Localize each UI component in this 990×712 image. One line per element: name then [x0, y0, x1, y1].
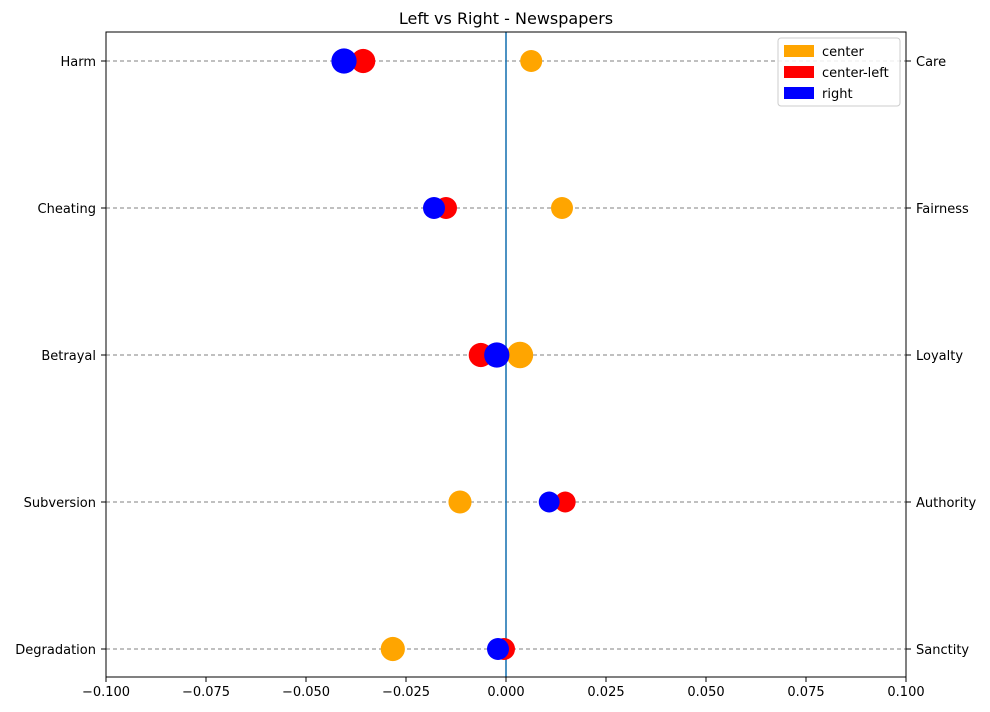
- y-tick-label-left: Harm: [60, 55, 96, 70]
- legend-swatch-right: [784, 87, 814, 99]
- y-tick-label-right: Sanctity: [916, 643, 969, 658]
- x-tick-label: −0.050: [282, 685, 330, 700]
- data-point-center: [380, 636, 405, 662]
- legend-swatch-center-left: [784, 66, 814, 78]
- chart-title: Left vs Right - Newspapers: [399, 9, 613, 28]
- y-tick-label-right: Loyalty: [916, 349, 963, 364]
- data-point-center-left: [351, 48, 376, 74]
- x-tick-label: 0.100: [887, 685, 924, 700]
- data-point-right: [538, 491, 560, 513]
- y-tick-label-left: Cheating: [38, 202, 96, 217]
- legend-swatch-center: [784, 45, 814, 57]
- legend-label-right: right: [822, 87, 853, 102]
- legend-label-center: center: [822, 45, 864, 60]
- x-tick-label: −0.075: [182, 685, 230, 700]
- y-tick-label-right: Fairness: [916, 202, 969, 217]
- x-tick-label: −0.100: [82, 685, 130, 700]
- data-point-center: [448, 490, 472, 514]
- data-point-center: [551, 197, 573, 219]
- legend-label-center-left: center-left: [822, 66, 889, 81]
- x-tick-label: 0.025: [587, 685, 624, 700]
- data-point-right: [331, 48, 357, 74]
- x-tick-label: 0.000: [487, 685, 524, 700]
- x-tick-label: 0.050: [687, 685, 724, 700]
- axes: −0.100 −0.075 −0.050 −0.025 0.000 0.025 0.050 0…: [15, 31, 976, 700]
- x-tick-label: 0.075: [787, 685, 824, 700]
- y-tick-label-right: Authority: [916, 496, 976, 511]
- y-tick-label-left: Degradation: [15, 643, 96, 658]
- data-point-center-left: [554, 491, 576, 513]
- data-point-right: [423, 197, 445, 219]
- y-tick-label-right: Care: [916, 55, 946, 70]
- x-tick-label: −0.025: [382, 685, 430, 700]
- data-point-center: [520, 50, 543, 72]
- y-tick-label-left: Betrayal: [41, 349, 96, 364]
- data-point-right: [484, 342, 510, 368]
- y-tick-label-left: Subversion: [24, 496, 96, 511]
- data-point-right: [487, 638, 509, 660]
- data-points: [331, 48, 576, 662]
- data-point-center: [506, 341, 534, 369]
- legend: center center-left right: [777, 37, 901, 107]
